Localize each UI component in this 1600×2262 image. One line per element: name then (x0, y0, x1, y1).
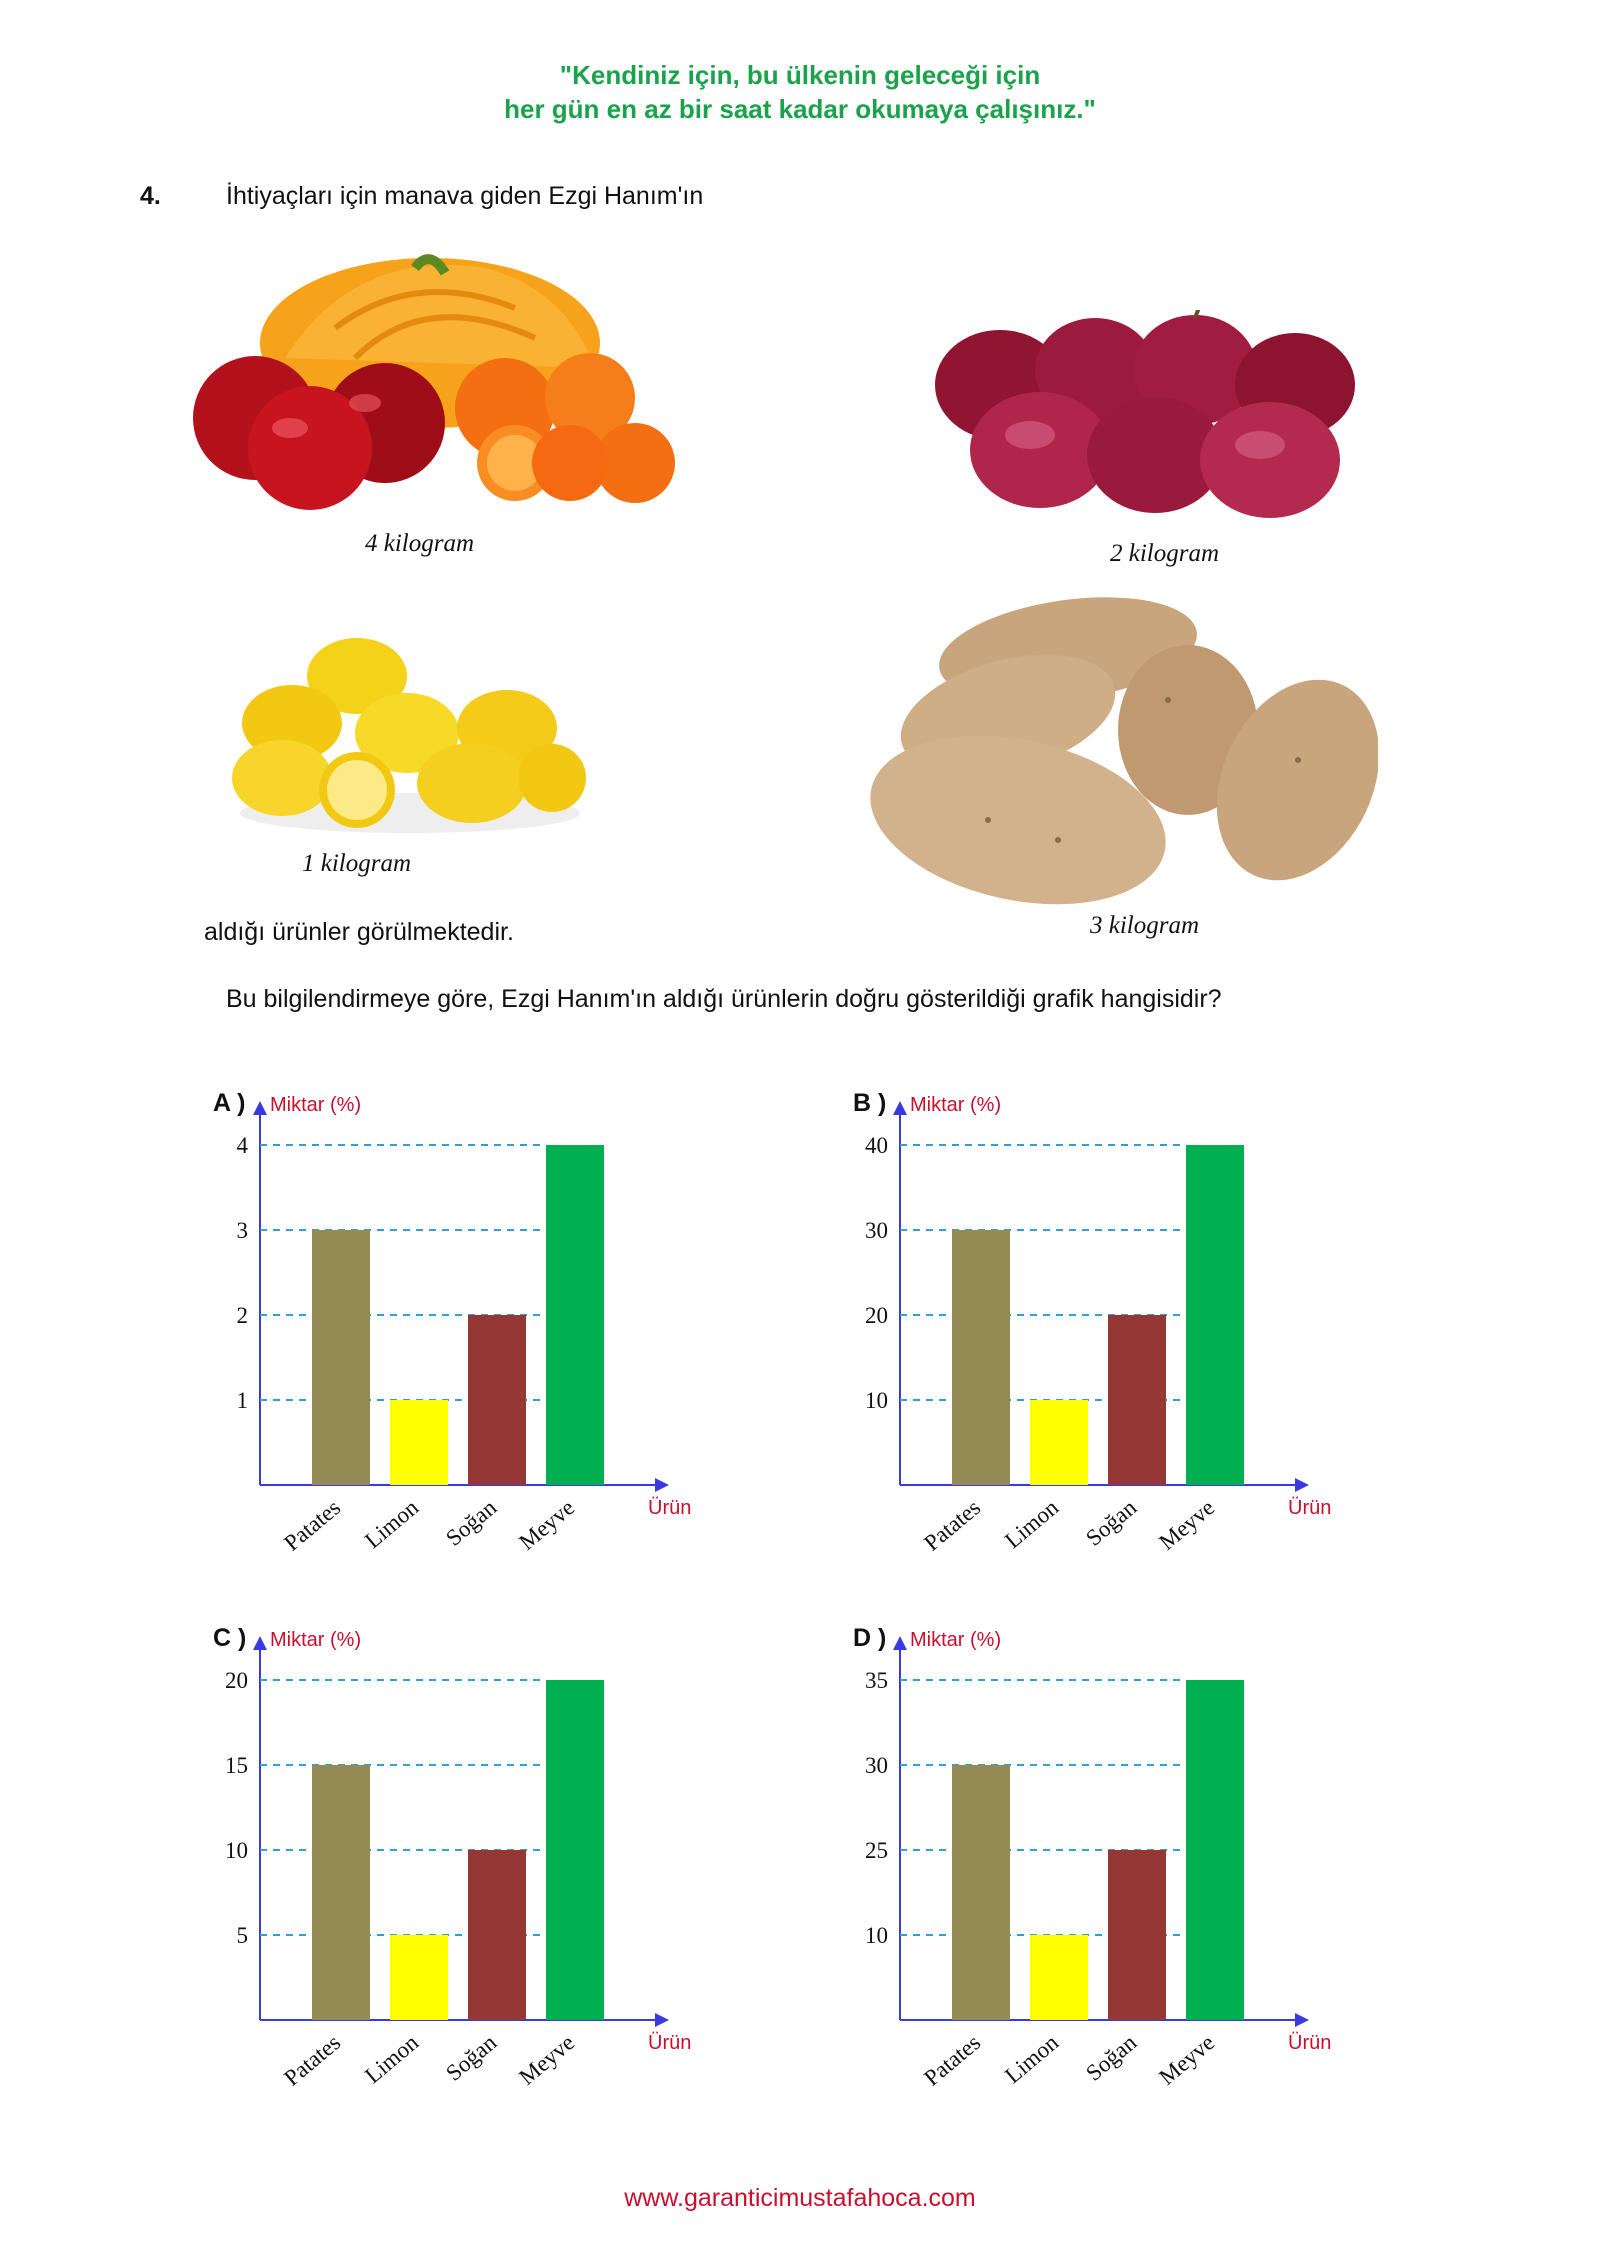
answer-chart-a: A ) Miktar (%) Ürün 1 2 3 4 Patates Limon Soğan Me… (213, 1089, 691, 1556)
y-tick-label: 30 (865, 1218, 888, 1243)
y-tick-label: 5 (237, 1923, 249, 1948)
caption-fruit: 4 kilogram (365, 530, 475, 557)
y-axis-label: Miktar (%) (270, 1094, 361, 1116)
bar-soğan (468, 1315, 526, 1485)
answer-chart-d: D ) Miktar (%) Ürün 10 25 30 35 Patates Limon Soğ… (853, 1624, 1331, 2091)
continuation-text: aldığı ürünler görülmektedir. (204, 918, 514, 946)
y-tick-label: 20 (865, 1303, 888, 1328)
x-tick-label: Soğan (441, 1494, 502, 1550)
x-tick-label: Patates (919, 2030, 985, 2091)
x-axis-label: Ürün (1288, 1497, 1331, 1519)
y-tick-label: 20 (225, 1668, 248, 1693)
y-tick-label: 40 (865, 1133, 888, 1158)
bar-meyve (546, 1680, 604, 2020)
y-tick-label: 15 (225, 1753, 248, 1778)
x-tick-label: Patates (919, 1495, 985, 1556)
motivational-quote: "Kendiniz için, bu ülkenin geleceği için… (0, 58, 1600, 126)
quote-line-2: her gün en az bir saat kadar okumaya çal… (504, 94, 1096, 124)
option-label: B ) (853, 1089, 886, 1117)
bar-meyve (1186, 1680, 1244, 2020)
caption-potatoes: 3 kilogram (1090, 912, 1200, 939)
bar-limon (1030, 1400, 1088, 1485)
x-axis-label: Ürün (648, 1497, 691, 1519)
x-axis-arrow (1295, 1478, 1309, 1492)
y-tick-label: 35 (865, 1668, 888, 1693)
question-intro: İhtiyaçları için manava giden Ezgi Hanım… (226, 182, 704, 210)
bar-limon (390, 1400, 448, 1485)
x-tick-label: Meyve (1154, 1495, 1219, 1555)
option-label: D ) (853, 1624, 886, 1652)
y-axis-label: Miktar (%) (910, 1094, 1001, 1116)
y-tick-label: 3 (237, 1218, 249, 1243)
x-tick-label: Patates (279, 2030, 345, 2091)
bar-patates (952, 1765, 1010, 2020)
caption-lemons: 1 kilogram (302, 850, 412, 877)
bar-meyve (1186, 1145, 1244, 1485)
x-tick-label: Patates (279, 1495, 345, 1556)
quote-line-1: "Kendiniz için, bu ülkenin geleceği için (559, 60, 1041, 90)
y-axis-arrow (893, 1636, 907, 1650)
x-tick-label: Limon (360, 1494, 423, 1553)
x-axis-label: Ürün (648, 2032, 691, 2054)
x-tick-label: Meyve (514, 1495, 579, 1555)
option-label: A ) (213, 1089, 245, 1117)
x-axis-arrow (1295, 2013, 1309, 2027)
bar-soğan (468, 1850, 526, 2020)
y-tick-label: 25 (865, 1838, 888, 1863)
bar-meyve (546, 1145, 604, 1485)
x-tick-label: Limon (360, 2029, 423, 2088)
potatoes-image (870, 597, 1378, 905)
y-tick-label: 1 (237, 1388, 249, 1413)
question-number: 4. (140, 182, 161, 210)
bar-limon (1030, 1935, 1088, 2020)
x-tick-label: Limon (1000, 1494, 1063, 1553)
caption-onions: 2 kilogram (1110, 540, 1220, 567)
y-tick-label: 10 (865, 1388, 888, 1413)
x-axis-arrow (655, 1478, 669, 1492)
y-tick-label: 10 (225, 1838, 248, 1863)
lemons-image (232, 638, 586, 833)
bar-patates (952, 1230, 1010, 1485)
y-tick-label: 30 (865, 1753, 888, 1778)
question-prompt: Bu bilgilendirmeye göre, Ezgi Hanım'ın a… (226, 985, 1222, 1013)
y-axis-label: Miktar (%) (270, 1629, 361, 1651)
x-tick-label: Limon (1000, 2029, 1063, 2088)
y-axis-label: Miktar (%) (910, 1629, 1001, 1651)
y-axis-arrow (253, 1636, 267, 1650)
y-tick-label: 2 (237, 1303, 249, 1328)
footer-url[interactable]: www.garanticimustafahoca.com (624, 2184, 976, 2212)
option-label: C ) (213, 1624, 246, 1652)
bar-soğan (1108, 1850, 1166, 2020)
bar-soğan (1108, 1315, 1166, 1485)
x-tick-label: Soğan (441, 2029, 502, 2085)
bar-patates (312, 1230, 370, 1485)
fruit-basket-image (193, 254, 675, 510)
onions-image (935, 310, 1355, 518)
bar-patates (312, 1765, 370, 2020)
x-tick-label: Soğan (1081, 2029, 1142, 2085)
x-tick-label: Soğan (1081, 1494, 1142, 1550)
y-tick-label: 4 (237, 1133, 249, 1158)
x-tick-label: Meyve (1154, 2030, 1219, 2090)
x-tick-label: Meyve (514, 2030, 579, 2090)
y-axis-arrow (893, 1101, 907, 1115)
answer-chart-c: C ) Miktar (%) Ürün 5 10 15 20 Patates Limon Soğa… (213, 1624, 691, 2091)
answer-chart-b: B ) Miktar (%) Ürün 10 20 30 40 Patates Limon Soğ… (853, 1089, 1331, 1556)
x-axis-arrow (655, 2013, 669, 2027)
y-tick-label: 10 (865, 1923, 888, 1948)
y-axis-arrow (253, 1101, 267, 1115)
bar-limon (390, 1935, 448, 2020)
x-axis-label: Ürün (1288, 2032, 1331, 2054)
